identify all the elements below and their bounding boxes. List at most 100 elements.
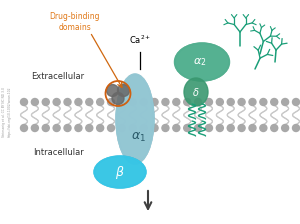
Ellipse shape bbox=[94, 156, 146, 188]
Ellipse shape bbox=[116, 75, 154, 164]
Circle shape bbox=[238, 99, 245, 106]
Ellipse shape bbox=[175, 43, 229, 81]
Circle shape bbox=[106, 84, 119, 97]
Circle shape bbox=[282, 125, 289, 131]
Circle shape bbox=[53, 99, 60, 106]
Ellipse shape bbox=[175, 43, 229, 81]
Ellipse shape bbox=[116, 75, 154, 163]
Text: Ca$^{2+}$: Ca$^{2+}$ bbox=[129, 34, 151, 46]
Circle shape bbox=[97, 125, 104, 131]
Ellipse shape bbox=[116, 74, 154, 164]
Circle shape bbox=[97, 99, 104, 106]
Ellipse shape bbox=[116, 74, 154, 164]
Ellipse shape bbox=[116, 74, 154, 164]
Ellipse shape bbox=[175, 43, 230, 81]
Circle shape bbox=[260, 99, 267, 106]
Circle shape bbox=[107, 99, 115, 106]
Circle shape bbox=[292, 99, 299, 106]
Circle shape bbox=[118, 125, 125, 131]
Ellipse shape bbox=[116, 74, 154, 164]
Ellipse shape bbox=[116, 74, 154, 164]
Circle shape bbox=[227, 99, 234, 106]
Ellipse shape bbox=[94, 156, 146, 188]
Ellipse shape bbox=[184, 78, 208, 106]
Circle shape bbox=[64, 125, 71, 131]
Ellipse shape bbox=[94, 156, 146, 188]
Text: $\alpha_2$: $\alpha_2$ bbox=[193, 56, 207, 68]
Circle shape bbox=[238, 125, 245, 131]
Circle shape bbox=[282, 99, 289, 106]
Ellipse shape bbox=[94, 156, 146, 188]
Ellipse shape bbox=[116, 75, 154, 164]
Ellipse shape bbox=[116, 75, 154, 163]
Ellipse shape bbox=[94, 156, 146, 188]
Circle shape bbox=[151, 125, 158, 131]
Circle shape bbox=[86, 99, 93, 106]
Ellipse shape bbox=[116, 74, 154, 164]
Ellipse shape bbox=[94, 156, 146, 188]
Ellipse shape bbox=[94, 156, 146, 188]
Circle shape bbox=[173, 125, 180, 131]
Ellipse shape bbox=[116, 74, 154, 164]
Circle shape bbox=[184, 125, 191, 131]
Circle shape bbox=[206, 99, 212, 106]
Ellipse shape bbox=[116, 75, 154, 163]
Ellipse shape bbox=[175, 43, 229, 81]
Ellipse shape bbox=[175, 43, 229, 81]
Ellipse shape bbox=[116, 74, 154, 164]
Ellipse shape bbox=[94, 156, 146, 188]
Ellipse shape bbox=[94, 156, 146, 188]
Text: Intracellular: Intracellular bbox=[33, 147, 83, 157]
Ellipse shape bbox=[116, 75, 154, 163]
Ellipse shape bbox=[175, 43, 230, 81]
Ellipse shape bbox=[175, 43, 230, 81]
Circle shape bbox=[32, 125, 38, 131]
Circle shape bbox=[64, 99, 71, 106]
Circle shape bbox=[32, 99, 38, 106]
Circle shape bbox=[216, 99, 223, 106]
Circle shape bbox=[107, 125, 115, 131]
Ellipse shape bbox=[116, 74, 154, 164]
Ellipse shape bbox=[175, 43, 229, 81]
Circle shape bbox=[53, 125, 60, 131]
Ellipse shape bbox=[116, 74, 154, 164]
Circle shape bbox=[173, 99, 180, 106]
Circle shape bbox=[271, 125, 278, 131]
Circle shape bbox=[227, 125, 234, 131]
Circle shape bbox=[271, 99, 278, 106]
Circle shape bbox=[112, 93, 124, 105]
Ellipse shape bbox=[116, 74, 154, 164]
Ellipse shape bbox=[175, 43, 230, 81]
Ellipse shape bbox=[116, 74, 154, 164]
Ellipse shape bbox=[94, 156, 146, 188]
Circle shape bbox=[249, 99, 256, 106]
Ellipse shape bbox=[116, 75, 154, 164]
Ellipse shape bbox=[116, 74, 154, 164]
Ellipse shape bbox=[94, 156, 146, 188]
Text: $\beta$: $\beta$ bbox=[115, 164, 125, 181]
Ellipse shape bbox=[116, 75, 154, 163]
Ellipse shape bbox=[94, 156, 146, 188]
Ellipse shape bbox=[175, 43, 229, 81]
Ellipse shape bbox=[116, 75, 154, 163]
Ellipse shape bbox=[94, 156, 146, 188]
Ellipse shape bbox=[94, 156, 146, 188]
Text: $\alpha_1$: $\alpha_1$ bbox=[130, 130, 146, 144]
Circle shape bbox=[20, 99, 28, 106]
Ellipse shape bbox=[94, 156, 146, 188]
Circle shape bbox=[118, 99, 125, 106]
Circle shape bbox=[86, 125, 93, 131]
Circle shape bbox=[216, 125, 223, 131]
Text: $\delta$: $\delta$ bbox=[192, 86, 200, 98]
Text: Extracellular: Extracellular bbox=[32, 71, 85, 80]
Ellipse shape bbox=[116, 75, 154, 163]
Circle shape bbox=[118, 84, 130, 97]
Circle shape bbox=[151, 99, 158, 106]
Circle shape bbox=[162, 125, 169, 131]
Circle shape bbox=[140, 99, 147, 106]
Ellipse shape bbox=[175, 43, 229, 81]
Text: Drug-binding
domains: Drug-binding domains bbox=[50, 12, 100, 32]
Text: Striessnig et al. CC BY NC ND 3.0
https://doi.org/10.1002/wnan.102: Striessnig et al. CC BY NC ND 3.0 https:… bbox=[2, 87, 12, 137]
Circle shape bbox=[249, 125, 256, 131]
Ellipse shape bbox=[175, 43, 229, 81]
